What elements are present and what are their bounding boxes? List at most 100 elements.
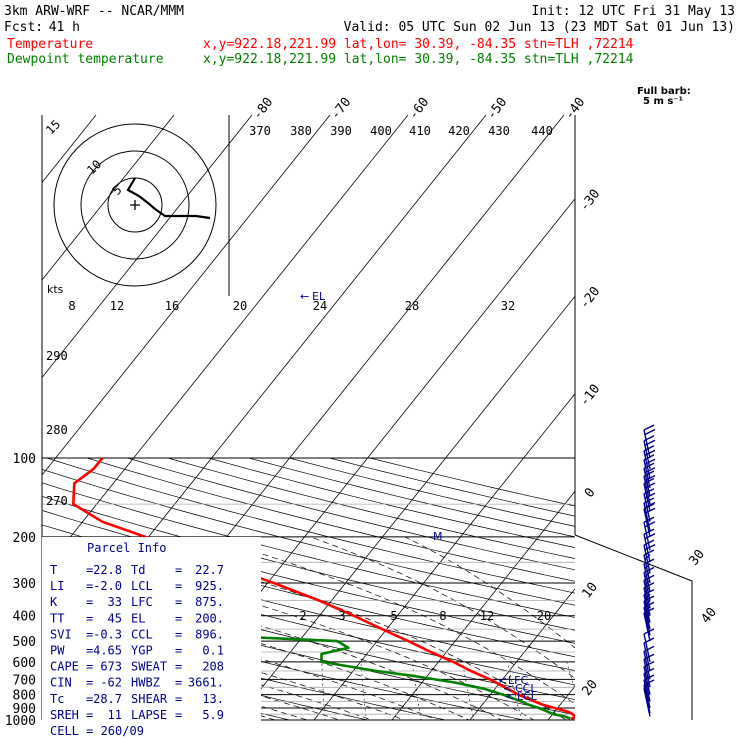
isotherm-label: -20	[577, 284, 603, 312]
ccl-marker-arrow: <	[503, 682, 512, 695]
pressure-label: 100	[13, 452, 36, 467]
parcel-value: 22.7	[195, 563, 224, 577]
isotherm-label: -10	[577, 382, 603, 410]
lower-frame	[574, 534, 693, 720]
wind-barb-staff	[643, 679, 651, 709]
isotherm-label: -70	[328, 95, 354, 123]
wind-barb-staff	[643, 544, 651, 574]
isotherm	[0, 115, 18, 720]
parcel-value: 13.	[202, 692, 224, 706]
dry-adiabat	[42, 482, 575, 618]
mixing-ratio-label-lower: 20	[537, 609, 551, 623]
wind-barb-staff	[643, 483, 651, 512]
valid-time: Valid: 05 UTC Sun 02 Jun 13 (23 MDT Sat …	[344, 20, 735, 35]
pressure-label: 300	[13, 577, 36, 592]
mixing-ratio-label-lower: 3	[338, 609, 345, 623]
pressure-label: 200	[13, 531, 36, 546]
wind-barb-staff	[643, 580, 651, 609]
wind-barb-staff	[643, 684, 651, 714]
wind-barbs	[643, 424, 656, 717]
wind-barb-staff	[643, 468, 651, 497]
isotherm	[704, 115, 740, 720]
isotherm	[469, 588, 575, 720]
forecast-hour: 41 h	[49, 20, 80, 35]
parcel-eq: =	[86, 595, 93, 609]
parcel-key: YGP	[131, 644, 153, 658]
wind-barb-staff	[643, 522, 651, 551]
parcel-eq: =	[86, 692, 93, 706]
parcel-key: EL	[131, 611, 145, 625]
parcel-key: SVI	[50, 627, 72, 641]
parcel-eq: =	[86, 579, 93, 593]
dry-adiabat	[369, 457, 575, 507]
theta-label: 390	[330, 124, 352, 138]
wind-barb-staff	[643, 673, 651, 702]
parcel-value: -2.0	[93, 579, 122, 593]
parcel-eq: =	[175, 595, 182, 609]
dewpoint-legend: Dewpoint temperature	[7, 52, 164, 67]
parcel-cell: CELL = 260/09	[50, 724, 144, 738]
mixing-ratio-label: 32	[501, 299, 515, 313]
parcel-key: CAPE	[50, 660, 79, 674]
parcel-value: 28.7	[93, 692, 122, 706]
parcel-key: K	[50, 595, 58, 609]
temperature-station-info: x,y=922.18,221.99 lat,lon= 30.39, -84.35…	[203, 37, 634, 52]
parcel-value: 11	[108, 708, 122, 722]
wind-barb-staff	[643, 534, 651, 563]
moist-adiabat	[42, 633, 341, 720]
mixing-ratio-label: 24	[313, 299, 327, 313]
parcel-eq: =	[175, 579, 182, 593]
parcel-value: 200.	[195, 611, 224, 625]
mid-marker: M	[433, 530, 443, 543]
wind-barb-staff	[643, 659, 651, 688]
parcel-eq: =	[175, 676, 182, 690]
isotherm-label: -30	[577, 187, 603, 215]
isotherm-label: -40	[562, 95, 588, 123]
parcel-info-title: Parcel Info	[87, 541, 166, 555]
parcel-eq: =	[175, 660, 182, 674]
wind-barb-staff	[643, 587, 651, 616]
parcel-eq: =	[86, 563, 93, 577]
mixing-ratio-line	[412, 661, 422, 720]
hodograph-kts-label: kts	[47, 283, 64, 296]
parcel-key: Tc	[50, 692, 64, 706]
mixing-ratio-label: 20	[233, 299, 247, 313]
mixing-ratio-line	[321, 661, 326, 720]
wind-barb-staff	[643, 450, 651, 479]
parcel-key: TT	[50, 611, 64, 625]
isotherm	[42, 115, 409, 574]
wind-barb-staff	[643, 493, 651, 522]
parcel-key: LCL	[131, 579, 153, 593]
parcel-eq: =	[86, 660, 93, 674]
parcel-value: 208	[202, 660, 224, 674]
wind-barb-staff	[643, 642, 651, 672]
wind-barb-staff	[643, 475, 651, 505]
forecast-label: Fcst:	[4, 20, 43, 35]
parcel-eq: =	[86, 644, 93, 658]
hodograph-origin	[130, 200, 140, 210]
wind-barb-staff	[643, 651, 651, 680]
dewpoint-station-info: x,y=922.18,221.99 lat,lon= 30.39, -84.35…	[203, 52, 634, 67]
parcel-value: 875.	[195, 595, 224, 609]
parcel-key: LI	[50, 579, 64, 593]
parcel-value: 3661.	[188, 676, 224, 690]
theta-label-left: 270	[46, 494, 68, 508]
parcel-eq: =	[175, 627, 182, 641]
parcel-eq: =	[175, 692, 182, 706]
barb-legend-line2: 5 m s⁻¹	[643, 96, 683, 107]
el-marker: EL	[312, 290, 326, 303]
isotherm-label: 40	[699, 605, 720, 627]
pressure-label: 700	[13, 673, 36, 688]
parcel-eq: =	[86, 611, 93, 625]
wind-barb-staff	[643, 688, 651, 717]
theta-label-left: 280	[46, 423, 68, 437]
theta-label: 420	[448, 124, 470, 138]
parcel-key: SREH	[50, 708, 79, 722]
parcel-eq: =	[86, 627, 93, 641]
theta-label: 430	[488, 124, 510, 138]
parcel-key: CIN	[50, 676, 72, 690]
isotherm-label: 20	[580, 677, 601, 699]
theta-label: 440	[531, 124, 553, 138]
